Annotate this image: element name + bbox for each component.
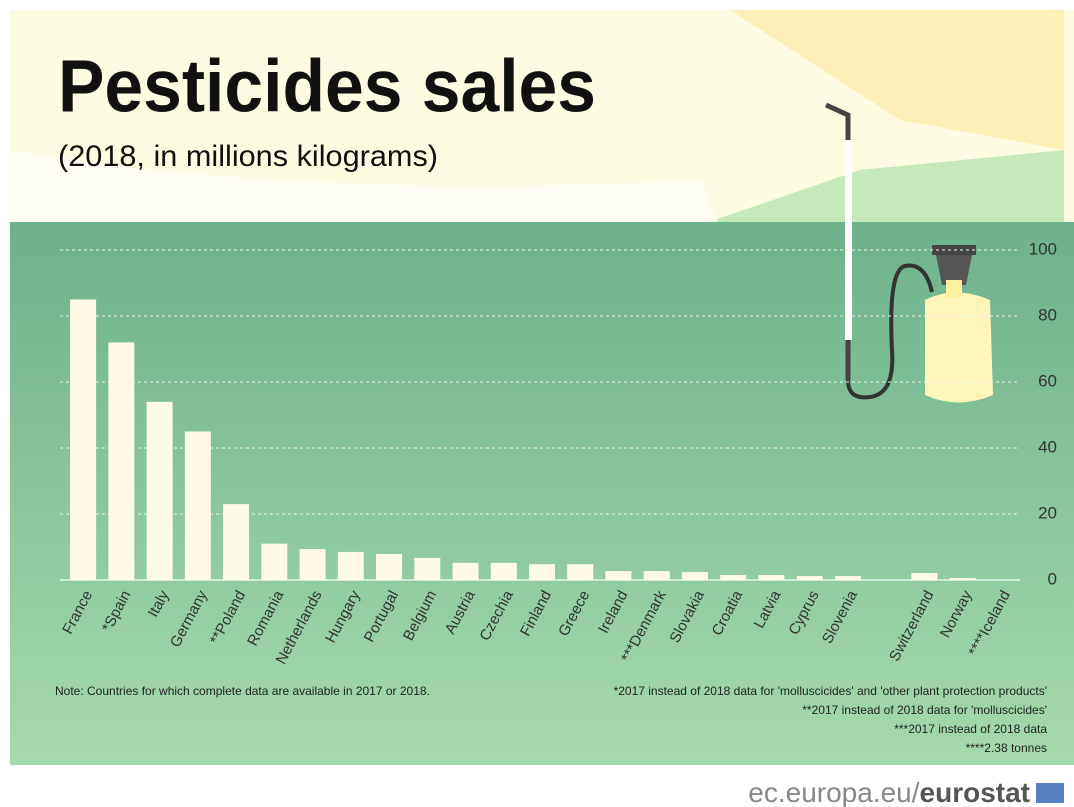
- bar: [108, 342, 135, 580]
- bar: [605, 571, 632, 580]
- sprayer: [824, 102, 993, 403]
- y-tick-label: 20: [1038, 503, 1057, 522]
- bar: [414, 557, 441, 580]
- bar: [299, 548, 326, 580]
- footnote: *2017 instead of 2018 data for 'mollusci…: [614, 684, 1047, 698]
- bar: [834, 576, 861, 580]
- y-tick-label: 80: [1038, 305, 1057, 324]
- y-tick-label: 60: [1038, 371, 1057, 390]
- footnote: **2017 instead of 2018 data for 'mollusc…: [802, 703, 1047, 717]
- bar: [452, 562, 479, 580]
- bar: [146, 401, 173, 580]
- y-tick-label: 100: [1029, 239, 1057, 258]
- bar: [490, 562, 517, 580]
- bar: [720, 575, 747, 580]
- source: ec.europa.eu/eurostat: [748, 777, 1030, 807]
- source-brand: eurostat: [920, 777, 1030, 807]
- bar: [567, 564, 594, 580]
- header-shape: [730, 10, 1064, 150]
- bar: [643, 571, 670, 580]
- bar: [529, 564, 555, 580]
- header-light: [10, 150, 720, 225]
- chart-subtitle: (2018, in millions kilograms): [58, 140, 438, 173]
- bar: [949, 578, 976, 580]
- footnote: ****2.38 tonnes: [966, 741, 1047, 755]
- hill: [700, 150, 1064, 225]
- footnote: ***2017 instead of 2018 data: [894, 722, 1047, 736]
- source-url: ec.europa.eu/: [748, 777, 919, 807]
- bar: [70, 299, 97, 580]
- bar: [911, 573, 938, 580]
- chart-title: Pesticides sales: [58, 45, 596, 128]
- eu-flag: [1036, 783, 1064, 803]
- bar: [184, 431, 211, 580]
- bar: [223, 504, 250, 580]
- bar: [681, 572, 708, 580]
- note: Note: Countries for which complete data …: [55, 684, 430, 698]
- y-tick-label: 0: [1048, 569, 1057, 588]
- bar: [261, 543, 288, 580]
- bar: [376, 553, 403, 580]
- bar: [337, 551, 364, 580]
- y-tick-label: 40: [1038, 437, 1057, 456]
- bar: [758, 575, 785, 580]
- bar: [796, 576, 823, 580]
